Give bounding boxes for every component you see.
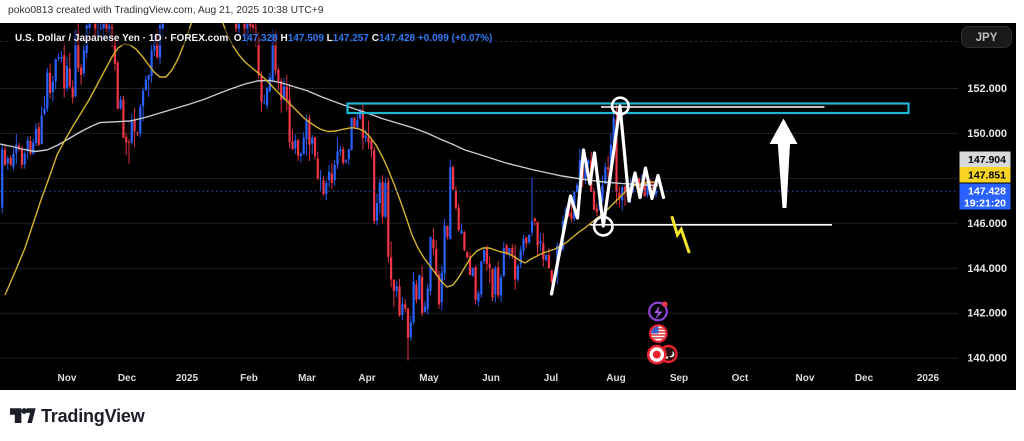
svg-text:Mar: Mar: [298, 373, 316, 384]
svg-text:147.428: 147.428: [968, 186, 1006, 198]
svg-text:Aug: Aug: [606, 373, 625, 384]
svg-text:142.000: 142.000: [967, 308, 1007, 320]
svg-text:Jul: Jul: [544, 373, 559, 384]
svg-text:May: May: [419, 373, 439, 384]
svg-text:Nov: Nov: [796, 373, 815, 384]
svg-text:Jun: Jun: [482, 373, 500, 384]
svg-text:Feb: Feb: [240, 373, 258, 384]
svg-text:JPY: JPY: [976, 32, 998, 44]
svg-text:Oct: Oct: [732, 373, 749, 384]
svg-text:144.000: 144.000: [967, 263, 1007, 275]
svg-text:147.851: 147.851: [968, 170, 1006, 182]
svg-text:2025: 2025: [176, 373, 199, 384]
svg-text:Apr: Apr: [358, 373, 375, 384]
svg-text:Nov: Nov: [58, 373, 77, 384]
svg-text:152.000: 152.000: [967, 83, 1007, 95]
svg-text:Sep: Sep: [670, 373, 688, 384]
svg-text:140.000: 140.000: [967, 353, 1007, 365]
svg-text:147.904: 147.904: [968, 154, 1006, 166]
svg-text:U.S. Dollar / Japanese Yen · 1: U.S. Dollar / Japanese Yen · 1D · FOREX.…: [15, 33, 492, 44]
svg-text:Dec: Dec: [118, 373, 137, 384]
svg-text:150.000: 150.000: [967, 128, 1007, 140]
svg-text:2026: 2026: [917, 373, 940, 384]
svg-text:146.000: 146.000: [967, 218, 1007, 230]
svg-text:Dec: Dec: [855, 373, 874, 384]
svg-text:19:21:20: 19:21:20: [964, 198, 1006, 210]
